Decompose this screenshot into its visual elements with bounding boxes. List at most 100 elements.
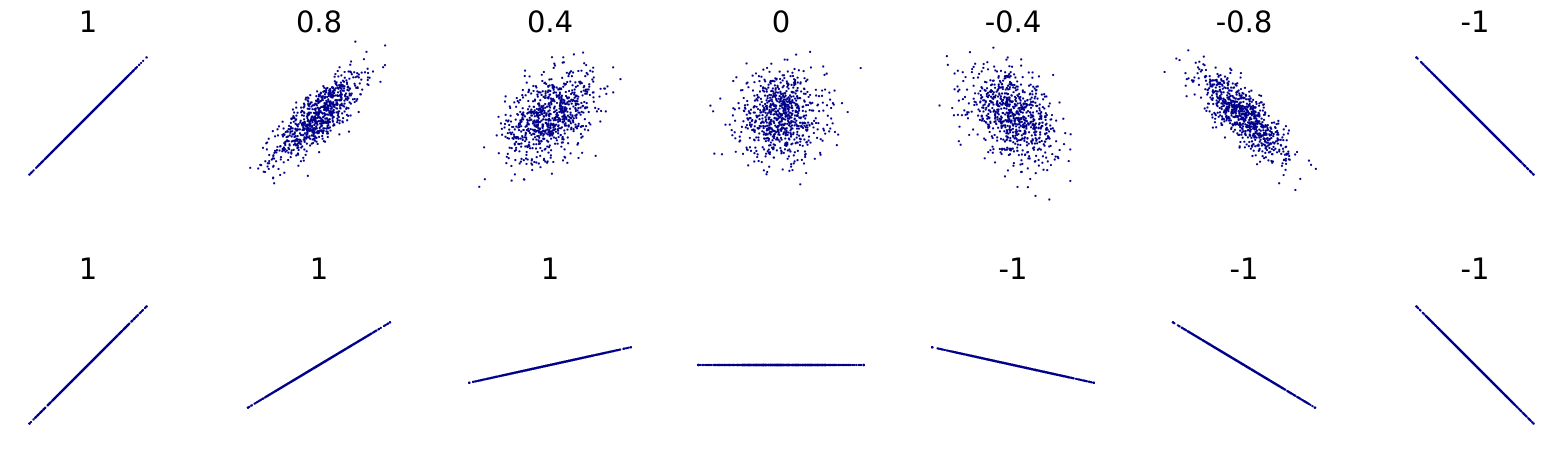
scatter-point — [294, 119, 297, 122]
scatter-point — [566, 161, 569, 164]
scatter-point — [987, 151, 990, 154]
scatter-point — [991, 151, 994, 154]
scatter-point — [325, 87, 328, 90]
scatter-point — [1017, 153, 1020, 157]
scatter-point — [1031, 71, 1034, 74]
scatter-point — [1262, 157, 1266, 160]
scatter-point — [528, 141, 531, 144]
scatter-point — [1257, 149, 1260, 152]
scatter-point — [307, 111, 310, 114]
scatter-point — [513, 173, 517, 176]
scatter-point — [581, 94, 584, 97]
scatter-point — [1198, 60, 1201, 63]
scatter-point — [786, 119, 790, 122]
scatter-point — [1211, 126, 1214, 129]
scatter-point — [961, 71, 964, 74]
scatter-point — [791, 109, 794, 112]
scatter-point — [1247, 145, 1251, 148]
scatter-point — [323, 108, 326, 111]
scatter-point — [1281, 162, 1284, 165]
scatter-point — [1252, 149, 1255, 152]
scatter-point — [976, 76, 980, 79]
scatter-point — [342, 89, 345, 92]
scatter-point — [555, 139, 558, 142]
scatter-point — [938, 104, 941, 107]
scatter-point — [560, 96, 563, 99]
scatter-point — [1218, 106, 1221, 110]
scatter-point — [1224, 100, 1227, 103]
scatter-point — [121, 79, 125, 83]
scatter-point — [1031, 90, 1034, 93]
scatter-point — [536, 93, 539, 96]
scatter-point — [1015, 132, 1018, 135]
scatter-point — [1206, 88, 1210, 91]
scatter-point — [1028, 93, 1031, 96]
scatter-point — [826, 123, 829, 127]
scatter-point — [335, 83, 338, 86]
scatter-point — [1248, 124, 1251, 127]
scatter-point — [300, 134, 304, 137]
scatter-point — [343, 110, 346, 113]
scatter-point — [291, 130, 294, 133]
scatter-point — [756, 115, 760, 118]
scatter-point — [547, 84, 550, 88]
panel-title: -0.8 — [1216, 5, 1273, 39]
scatter-point — [819, 153, 822, 156]
scatter-point — [308, 129, 311, 133]
scatter-point — [556, 142, 559, 145]
scatter-point — [791, 99, 794, 102]
scatter-point — [577, 124, 580, 128]
scatter-point — [325, 95, 329, 99]
scatter-point — [996, 118, 999, 121]
scatter-point — [983, 80, 987, 83]
scatter-point — [353, 71, 356, 74]
scatter-point — [1208, 74, 1211, 78]
scatter-point — [783, 76, 786, 80]
scatter-point — [527, 89, 531, 92]
scatter-point — [1265, 148, 1269, 152]
scatter-point — [956, 85, 959, 88]
scatter-point — [773, 92, 776, 95]
scatter-point — [795, 119, 798, 122]
scatter-point — [776, 124, 780, 128]
scatter-point — [1263, 143, 1266, 147]
scatter-point — [797, 134, 801, 137]
scatter-point — [1023, 100, 1027, 103]
scatter-point — [544, 92, 547, 95]
scatter-point — [571, 71, 575, 74]
scatter-point — [1000, 107, 1003, 110]
scatter-point — [738, 140, 741, 143]
scatter-point — [1314, 167, 1317, 170]
scatter-point — [792, 86, 795, 89]
scatter-point — [1287, 129, 1291, 132]
scatter-point — [1016, 94, 1019, 97]
scatter-point — [790, 162, 793, 166]
scatter-point — [546, 160, 549, 163]
scatter-point — [302, 123, 305, 127]
scatter-point — [1198, 68, 1201, 71]
scatter-point — [765, 99, 768, 102]
scatter-point — [574, 126, 577, 129]
scatter-point — [1000, 82, 1004, 86]
scatter-point — [846, 110, 849, 114]
scatter-point — [284, 150, 287, 153]
scatter-point — [303, 132, 307, 135]
scatter-point — [286, 135, 289, 138]
scatter-point — [945, 55, 948, 58]
scatter-point — [599, 120, 602, 123]
scatter-point — [557, 135, 560, 139]
scatter-point — [992, 46, 995, 49]
scatter-point — [536, 120, 540, 123]
scatter-point — [321, 132, 325, 135]
scatter-point — [259, 163, 262, 166]
scatter-point — [558, 127, 561, 130]
scatter-point — [577, 156, 580, 160]
scatter-point — [528, 105, 531, 108]
scatter-point — [337, 75, 340, 78]
scatter-point — [266, 141, 269, 144]
scatter-point — [769, 96, 772, 99]
scatter-point — [771, 128, 774, 131]
scatter-point — [1014, 96, 1018, 100]
scatter-point — [806, 126, 809, 129]
scatter-point — [319, 91, 322, 94]
